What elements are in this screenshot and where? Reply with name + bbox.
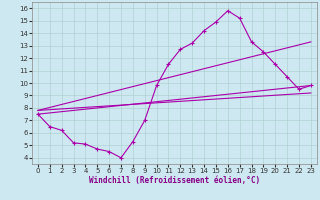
X-axis label: Windchill (Refroidissement éolien,°C): Windchill (Refroidissement éolien,°C) <box>89 176 260 185</box>
